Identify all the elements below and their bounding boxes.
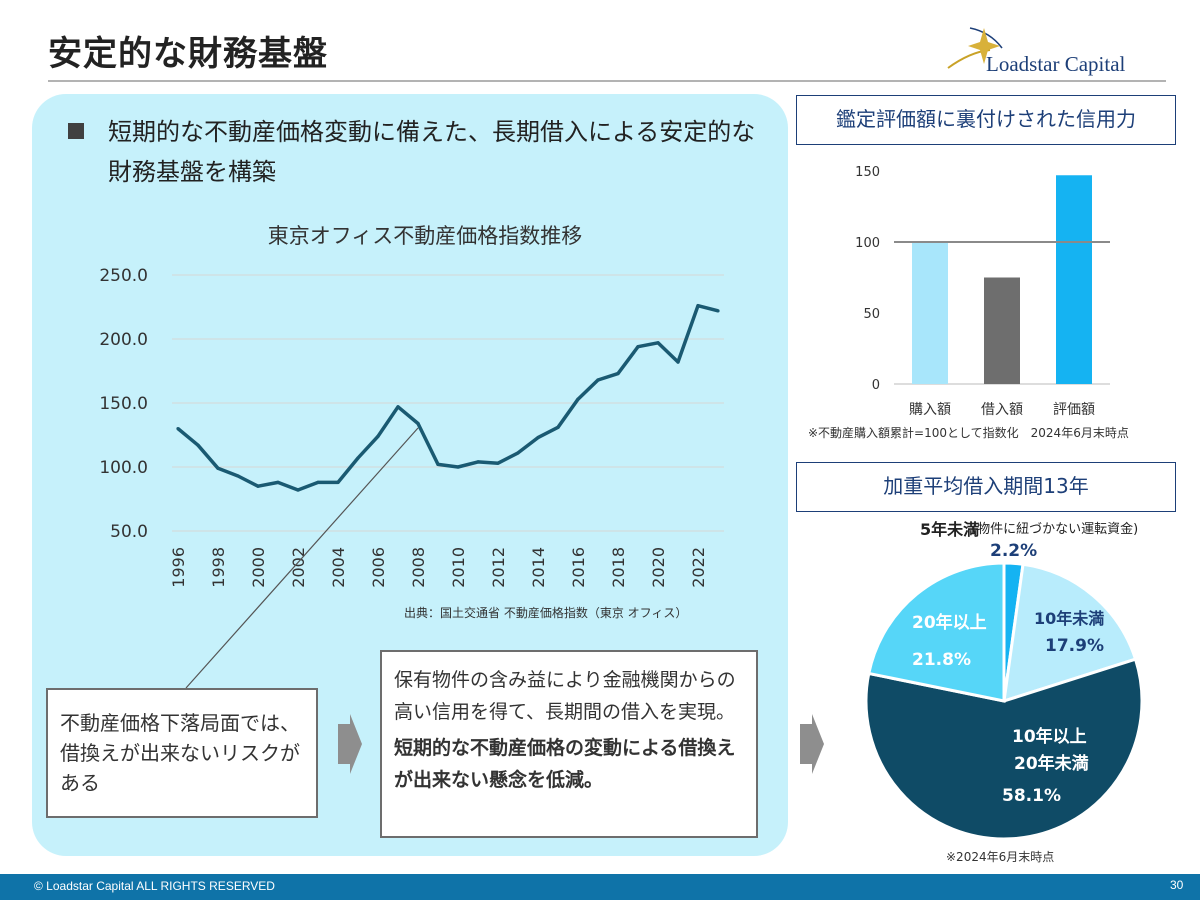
data-point xyxy=(636,345,640,349)
x-tick-label: 2010 xyxy=(449,547,468,588)
data-point xyxy=(456,465,460,469)
y-tick-label: 100.0 xyxy=(99,458,148,478)
x-tick-label: 2000 xyxy=(249,547,268,588)
x-tick-label: 1998 xyxy=(209,547,228,588)
result-box: 保有物件の含み益により金融機関からの高い信用を得て、長期間の借入を実現。 短期的… xyxy=(380,650,758,838)
logo-star-icon xyxy=(947,27,1003,69)
x-tick-label: 2008 xyxy=(409,547,428,588)
result-box-text: 保有物件の含み益により金融機関からの高い信用を得て、長期間の借入を実現。 xyxy=(394,669,736,723)
data-point xyxy=(696,304,700,308)
pie-slice xyxy=(1002,562,1138,704)
data-point xyxy=(676,360,680,364)
data-point xyxy=(716,309,720,313)
x-tick-label: 2002 xyxy=(289,547,308,588)
data-point xyxy=(476,460,480,464)
data-point xyxy=(436,462,440,467)
logo-text: Loadstar Capital xyxy=(986,52,1126,76)
footer-copyright: © Loadstar Capital ALL RIGHTS RESERVED xyxy=(34,879,275,893)
pie-value-under10: 17.9% xyxy=(1045,636,1104,656)
page-number: 30 xyxy=(1170,878,1184,892)
bar-category-label: 評価額 xyxy=(1053,402,1095,418)
data-point xyxy=(396,405,400,409)
data-point xyxy=(416,421,420,426)
arrow-right-icon xyxy=(800,714,824,774)
data-point xyxy=(536,435,540,440)
x-tick-label: 2018 xyxy=(609,547,628,588)
x-tick-label: 2016 xyxy=(569,547,588,588)
loan-term-pie-chart xyxy=(864,561,1144,841)
data-point xyxy=(176,427,180,431)
data-point xyxy=(376,434,380,438)
data-point xyxy=(316,480,320,484)
data-point xyxy=(216,466,220,470)
y-tick-label: 50 xyxy=(863,307,880,322)
price-index-line-chart: 250.0 200.0 150.0 100.0 50.0 1996 1998 2000 2002… xyxy=(99,266,724,588)
data-point xyxy=(236,474,240,478)
y-tick-label: 100 xyxy=(855,236,880,251)
data-point xyxy=(496,461,500,465)
x-tick-label: 2012 xyxy=(489,547,508,588)
y-tick-label: 250.0 xyxy=(99,266,148,286)
pie-label-under5-note: (物件に紐づかない運転資金) xyxy=(972,522,1139,537)
data-point xyxy=(276,480,280,484)
x-tick-label: 1996 xyxy=(169,547,188,588)
pie-chart-note: ※2024年6月末時点 xyxy=(946,850,1055,864)
pie-label-under10: 10年未満 xyxy=(1034,609,1105,628)
x-tick-label: 2004 xyxy=(329,547,348,588)
pie-chart-header: 加重平均借入期間13年 xyxy=(796,462,1176,512)
data-point xyxy=(356,456,360,460)
bullet-square-icon xyxy=(68,123,84,139)
y-tick-label: 150 xyxy=(855,165,880,180)
bar-chart-header: 鑑定評価額に裏付けされた信用力 xyxy=(796,95,1176,145)
pie-value-under5: 2.2% xyxy=(990,541,1038,561)
title-divider xyxy=(48,80,1166,82)
arrow-right-icon xyxy=(338,714,362,774)
credit-bar-chart: 150 100 50 0 購入額 借入額 評価額 xyxy=(855,165,1110,418)
page-title: 安定的な財務基盤 xyxy=(48,34,328,74)
headline-text: 短期的な不動産価格変動に備えた、長期借入による安定的な財務基盤を構築 xyxy=(108,118,756,186)
bar xyxy=(912,242,948,384)
x-tick-label: 2014 xyxy=(529,547,548,588)
risk-box: 不動産価格下落局面では、借換えが出来ないリスクがある xyxy=(46,688,318,818)
pie-value-over20: 21.8% xyxy=(912,650,971,670)
data-point xyxy=(296,488,300,492)
headline: 短期的な不動産価格変動に備えた、長期借入による安定的な財務基盤を構築 xyxy=(68,112,768,192)
bar xyxy=(984,277,1020,384)
pie-slice xyxy=(867,561,1006,703)
x-tick-label: 2020 xyxy=(649,547,668,588)
pie-slice xyxy=(864,657,1144,841)
data-point xyxy=(256,484,260,488)
y-tick-label: 200.0 xyxy=(99,330,148,350)
bar-category-label: 購入額 xyxy=(909,402,951,418)
y-tick-label: 0 xyxy=(872,378,880,393)
pie-label-under5: 5年未満 xyxy=(920,520,980,539)
y-tick-label: 50.0 xyxy=(110,522,148,542)
x-tick-label: 2006 xyxy=(369,547,388,588)
result-box-bold-text: 短期的な不動産価格の変動による借換えが出来ない懸念を低減。 xyxy=(394,737,736,791)
data-point xyxy=(596,378,600,382)
bar xyxy=(1056,175,1092,384)
x-tick-label: 2022 xyxy=(689,547,708,588)
line-chart-title: 東京オフィス不動産価格指数推移 xyxy=(267,224,583,248)
data-point xyxy=(576,397,580,401)
pie-label-over20: 20年以上 xyxy=(912,613,987,633)
risk-box-text: 不動産価格下落局面では、借換えが出来ないリスクがある xyxy=(60,711,300,795)
y-tick-label: 150.0 xyxy=(99,394,148,414)
data-point xyxy=(516,451,520,455)
data-point xyxy=(616,371,620,376)
bar-chart-note: ※不動産購入額累計=100として指数化 2024年6月末時点 xyxy=(808,426,1129,440)
pie-value-10to20: 58.1% xyxy=(1002,786,1061,806)
bar-category-label: 借入額 xyxy=(981,402,1023,418)
data-point xyxy=(556,425,560,429)
data-point xyxy=(336,480,340,484)
data-point xyxy=(196,443,200,447)
pie-label-10to20-line1: 10年以上 xyxy=(1012,727,1087,747)
data-point xyxy=(656,341,660,345)
pie-label-10to20-line2: 20年未満 xyxy=(1014,754,1089,774)
chart-source: 出典：国土交通省 不動産価格指数（東京 オフィス） xyxy=(404,606,688,620)
series-line xyxy=(176,303,719,492)
footer-bar xyxy=(0,874,1200,900)
